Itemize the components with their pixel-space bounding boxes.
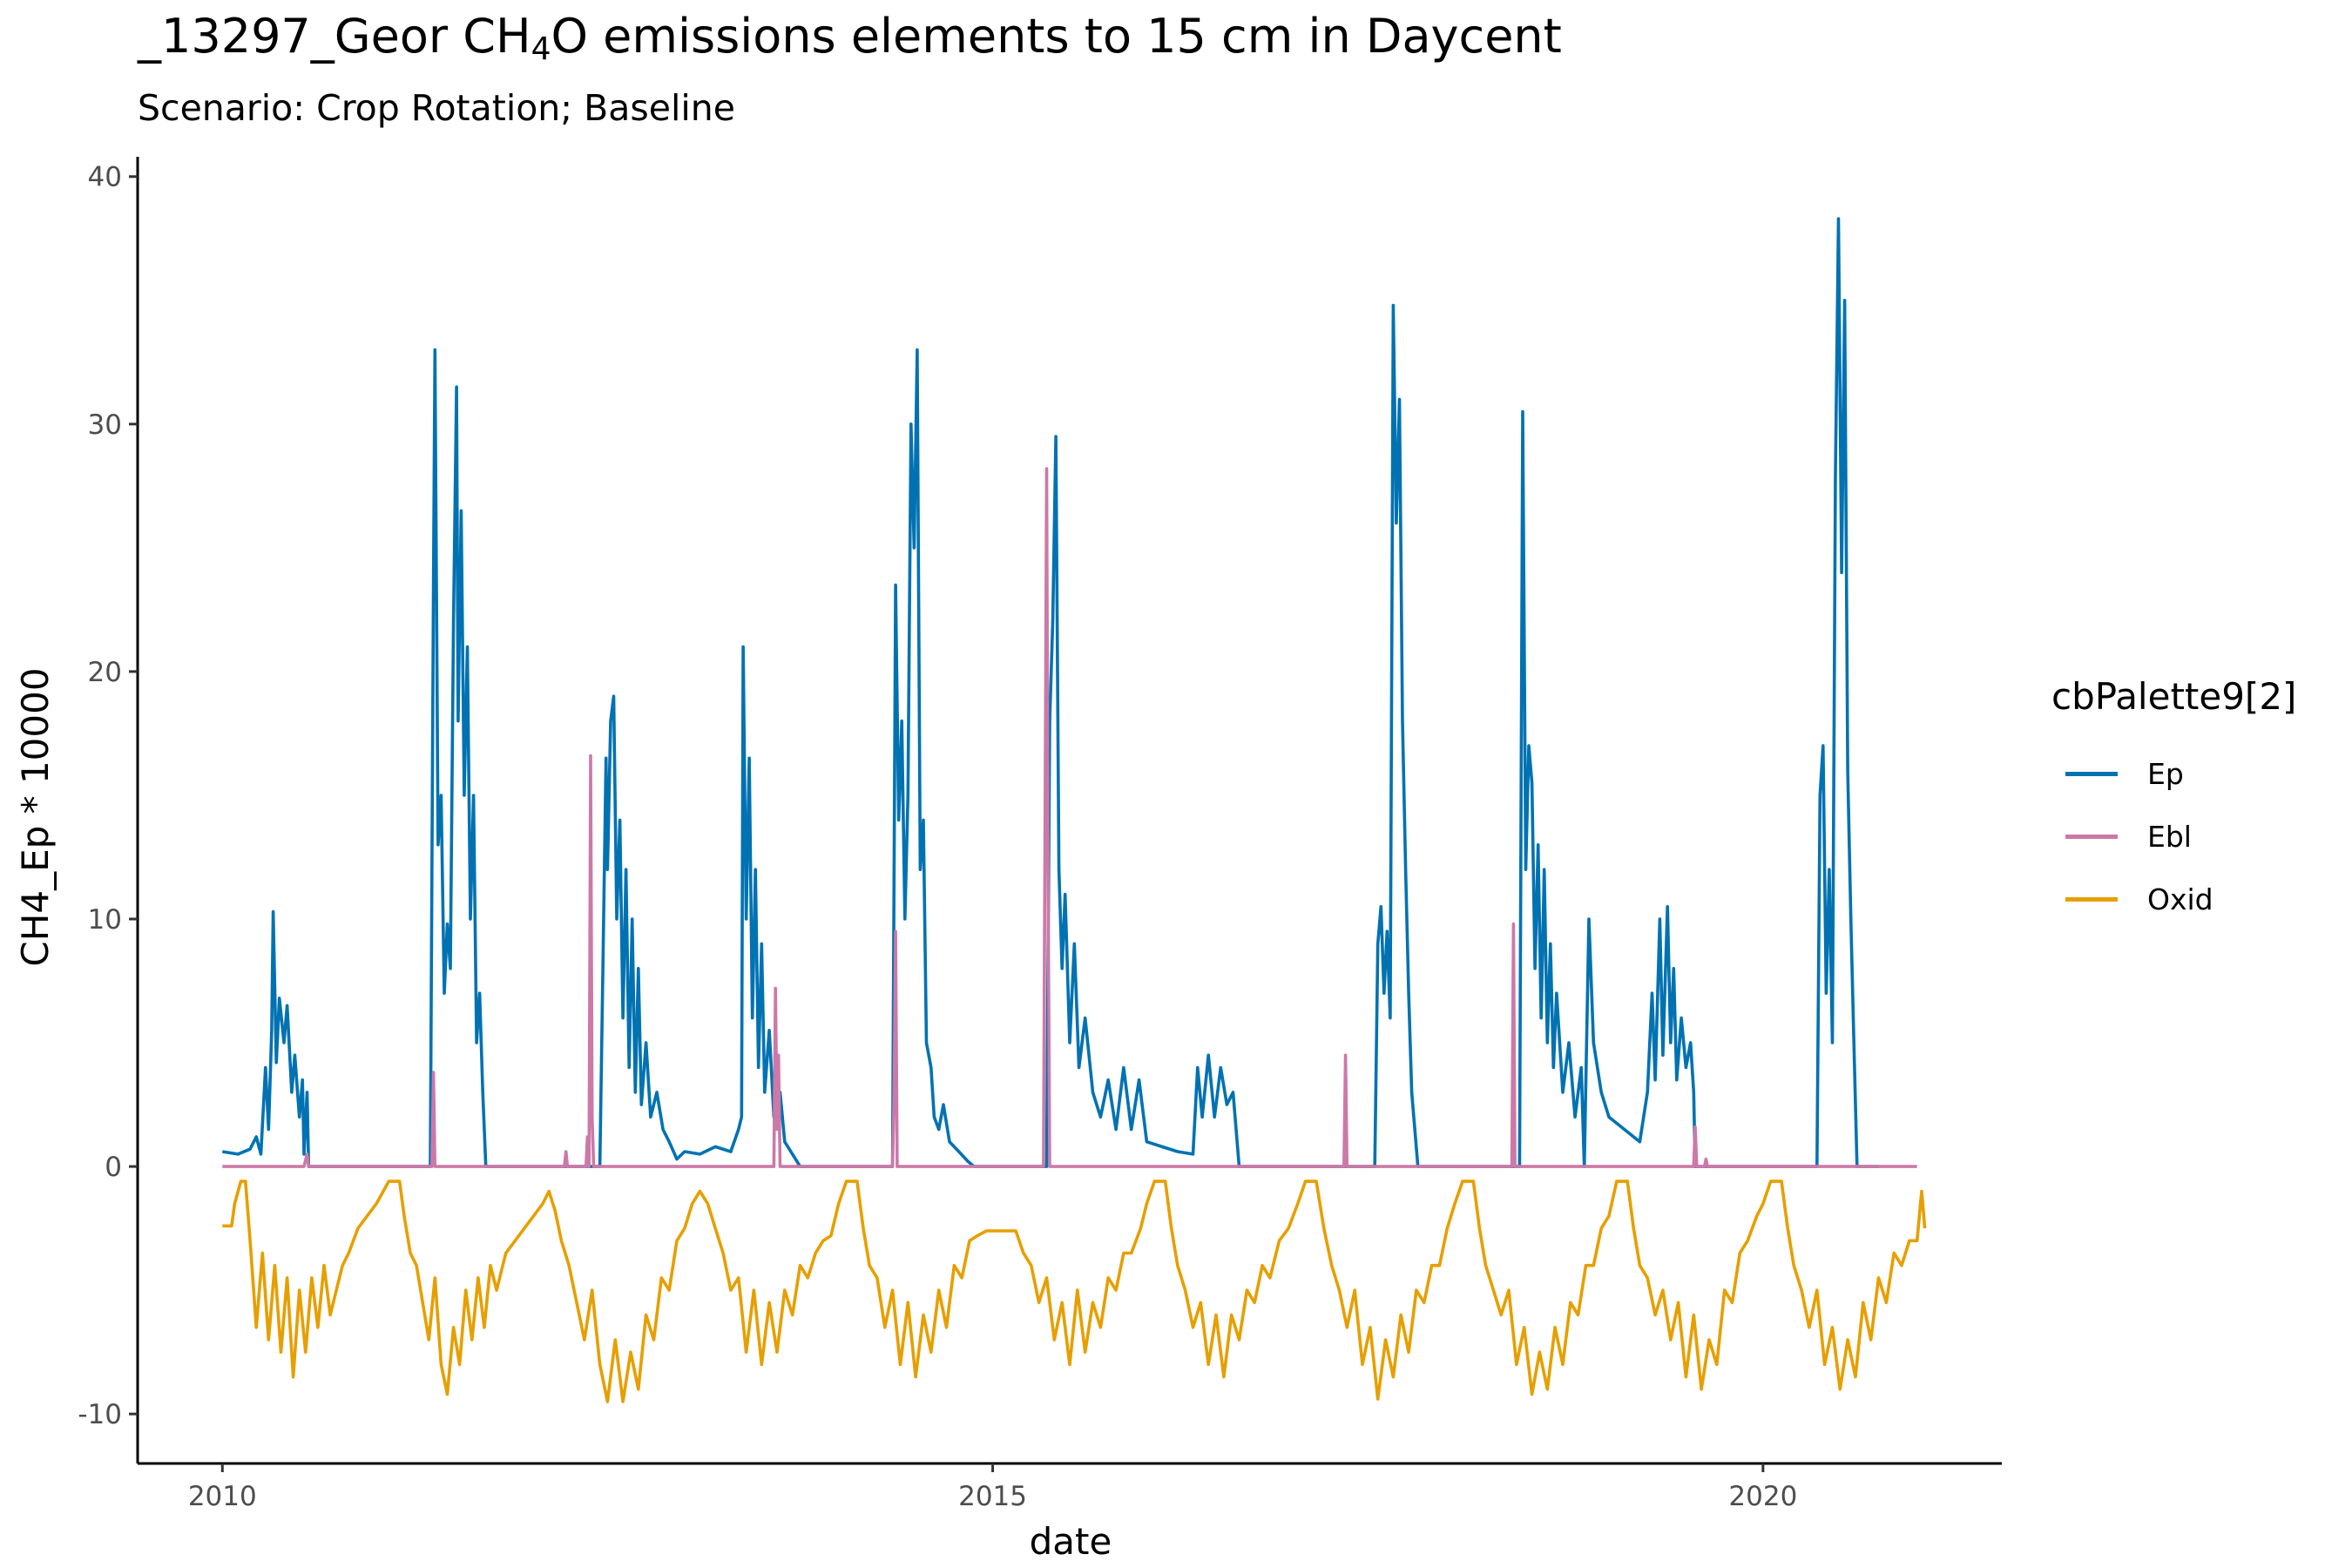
y-axis-title: CH4_Ep * 10000 [14,667,57,966]
y-tick-label: 30 [88,409,122,441]
chart-title-subscript: 4 [531,31,551,67]
x-tick-label: 2010 [188,1481,257,1512]
series-line-ep [222,217,1879,1168]
chart-title: _13297_Geor CH4O emissions elements to 1… [138,9,1562,67]
series-layer [222,217,1927,1403]
legend-key-ebl [2065,834,2118,839]
axis-layer: -10 0 10 20 30 40 2010 2015 2020 [78,157,2002,1512]
legend-item-oxid: Oxid [2051,868,2296,930]
y-tick-label: 0 [105,1152,122,1183]
y-tick-label: 40 [88,162,122,193]
legend-title: cbPalette9[2] [2051,675,2297,718]
legend-key-oxid [2065,896,2118,902]
x-axis-title: date [1030,1520,1112,1563]
y-tick-label: 20 [88,657,122,688]
legend-label-ebl: Ebl [2147,819,2192,854]
legend-label-ep: Ep [2147,756,2184,791]
legend-item-ebl: Ebl [2051,805,2296,868]
y-tick-label: -10 [78,1399,122,1430]
legend-item-ep: Ep [2051,742,2296,805]
chart-title-main: _13297_Geor CH [138,9,531,64]
chart-title-rest: O emissions elements to 15 cm in Daycent [551,9,1562,64]
x-tick-label: 2015 [958,1481,1027,1512]
legend-label-oxid: Oxid [2147,882,2213,916]
x-tick-label: 2020 [1728,1481,1797,1512]
legend-key-ep [2065,771,2118,776]
series-line-oxid [222,1179,1927,1403]
chart-subtitle: Scenario: Crop Rotation; Baseline [138,87,735,129]
legend-items: Ep Ebl Oxid [2051,742,2296,930]
series-line-ebl [222,467,1917,1168]
y-tick-label: 10 [88,904,122,936]
legend: cbPalette9[2] Ep Ebl Oxid [2051,675,2296,930]
